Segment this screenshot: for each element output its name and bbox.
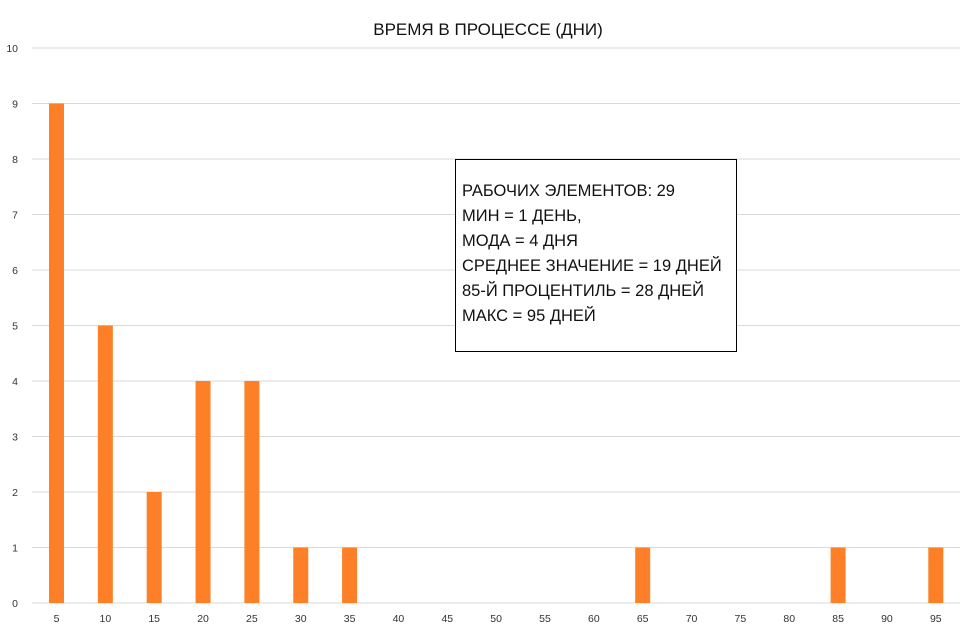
x-tick-label: 35 <box>344 613 356 625</box>
x-axis-ticks: 5 10 15 20 25 30 35 40 45 50 55 60 65 70 75 80 85 90 95 <box>54 613 942 625</box>
y-tick-label: 2 <box>12 487 18 499</box>
x-tick-label: 25 <box>246 613 258 625</box>
x-tick-label: 70 <box>686 613 698 625</box>
stat-mean: СРЕДНЕЕ ЗНАЧЕНИЕ = 19 ДНЕЙ <box>462 257 722 275</box>
y-tick-label: 9 <box>12 99 18 111</box>
bar-15 <box>146 492 162 603</box>
x-tick-label: 95 <box>930 613 942 625</box>
bar-35 <box>342 547 358 603</box>
x-tick-label: 30 <box>295 613 307 625</box>
x-tick-label: 60 <box>588 613 600 625</box>
stat-items-count: РАБОЧИХ ЭЛЕМЕНТОВ: 29 <box>462 182 675 200</box>
bar-95 <box>928 547 944 603</box>
y-tick-label: 3 <box>12 432 18 444</box>
bar-20 <box>195 381 211 603</box>
chart-title: ВРЕМЯ В ПРОЦЕССЕ (ДНИ) <box>373 20 603 39</box>
x-tick-label: 50 <box>490 613 502 625</box>
x-tick-label: 75 <box>735 613 747 625</box>
bar-30 <box>293 547 309 603</box>
y-axis-ticks: 0 1 2 3 4 5 6 7 8 9 10 <box>6 43 18 610</box>
stats-annotation-box: РАБОЧИХ ЭЛЕМЕНТОВ: 29 МИН = 1 ДЕНЬ, МОДА… <box>455 159 737 352</box>
stat-mode: МОДА = 4 ДНЯ <box>462 232 578 250</box>
bar-10 <box>97 325 113 603</box>
x-tick-label: 20 <box>197 613 209 625</box>
y-tick-label: 4 <box>12 376 18 388</box>
bar-25 <box>244 381 260 603</box>
y-tick-label: 1 <box>12 543 18 555</box>
y-tick-label: 6 <box>12 265 18 277</box>
x-tick-label: 90 <box>881 613 893 625</box>
x-tick-label: 65 <box>637 613 649 625</box>
y-tick-label: 0 <box>12 598 18 610</box>
x-tick-label: 55 <box>539 613 551 625</box>
x-tick-label: 10 <box>100 613 112 625</box>
bar-5 <box>49 103 64 603</box>
y-tick-label: 10 <box>6 43 18 55</box>
x-tick-label: 80 <box>783 613 795 625</box>
y-tick-label: 8 <box>12 154 18 166</box>
bar-65 <box>635 547 651 603</box>
stat-85th-percentile: 85-Й ПРОЦЕНТИЛЬ = 28 ДНЕЙ <box>462 282 705 300</box>
bars <box>49 103 944 603</box>
x-tick-label: 85 <box>832 613 844 625</box>
stat-min: МИН = 1 ДЕНЬ, <box>462 207 582 225</box>
x-tick-label: 45 <box>441 613 453 625</box>
x-tick-label: 40 <box>393 613 405 625</box>
x-tick-label: 5 <box>54 613 60 625</box>
y-tick-label: 7 <box>12 210 18 222</box>
y-tick-label: 5 <box>12 321 18 333</box>
bar-85 <box>830 547 846 603</box>
x-tick-label: 15 <box>148 613 160 625</box>
stat-max: МАКС = 95 ДНЕЙ <box>462 307 596 325</box>
